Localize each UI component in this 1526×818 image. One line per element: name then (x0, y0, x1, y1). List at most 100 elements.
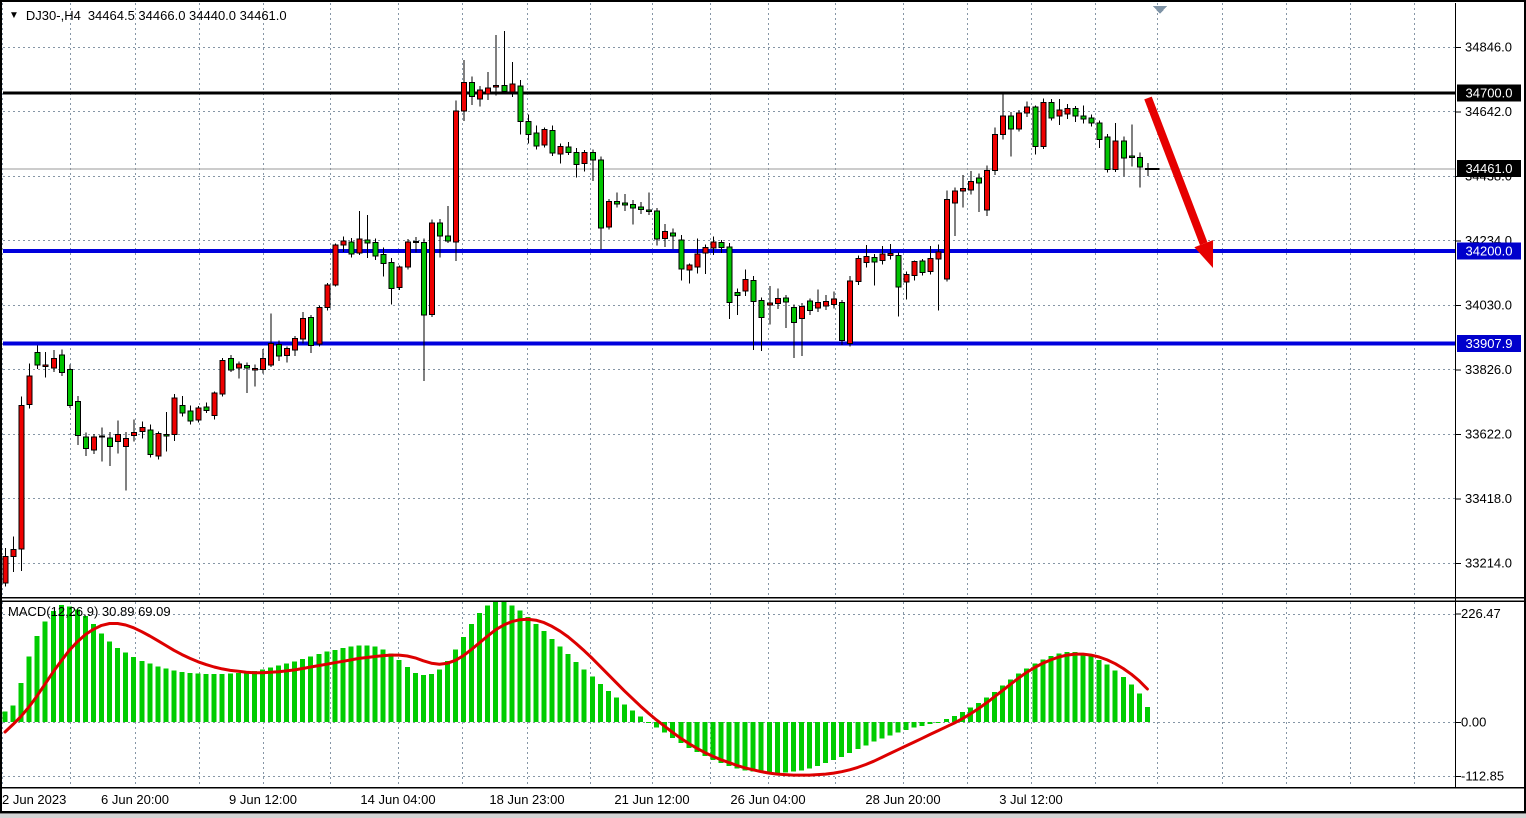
candle-bearish (654, 210, 661, 240)
time-axis-label[interactable]: 26 Jun 04:00 (730, 792, 805, 807)
candle-bearish (74, 400, 81, 437)
macd-histogram-bar (613, 697, 619, 722)
candle-bullish (662, 231, 669, 239)
macd-histogram-bar (155, 666, 161, 722)
candle-bearish (179, 405, 186, 414)
candle-bullish (823, 301, 830, 307)
macd-histogram-bar (123, 652, 129, 722)
candle-bullish (509, 83, 516, 93)
macd-histogram-bar (444, 660, 450, 722)
candle-bearish (589, 152, 596, 161)
candle-bearish (420, 241, 427, 316)
macd-histogram-bar (565, 654, 571, 722)
macd-histogram-bar (630, 710, 636, 722)
candle-bearish (549, 129, 556, 154)
macd-histogram-bar (1008, 679, 1014, 722)
time-axis-label[interactable]: 2 Jun 2023 (2, 792, 66, 807)
panel-separator-top (2, 597, 1524, 599)
time-axis-label[interactable]: 28 Jun 20:00 (865, 792, 940, 807)
macd-histogram-bar (82, 615, 88, 722)
macd-histogram-bar (573, 661, 579, 722)
price-axis-label[interactable]: 33418.0 (1465, 491, 1512, 506)
candle-bullish (267, 343, 274, 366)
candle-bearish (1072, 108, 1079, 117)
macd-histogram-bar (694, 722, 700, 753)
candle-bearish (573, 152, 580, 165)
price-axis-label[interactable]: 33214.0 (1465, 555, 1512, 570)
candle-bearish (782, 297, 789, 303)
time-axis-label[interactable]: 6 Jun 20:00 (101, 792, 169, 807)
macd-histogram-bar (1136, 693, 1142, 722)
candle-bullish (251, 368, 258, 371)
candle-bearish (630, 203, 637, 209)
candle-bearish (871, 256, 878, 263)
horizontal-level-lines (3, 91, 1455, 346)
price-axis-label[interactable]: 34030.0 (1465, 297, 1512, 312)
candle-bearish (565, 146, 572, 154)
macd-histogram-bar (1080, 653, 1086, 722)
candle-bearish (444, 235, 451, 242)
candle-bullish (90, 436, 97, 451)
axes: 34846.034642.034438.034234.034030.033826… (2, 40, 1521, 807)
ohlc-values: 34464.5 34466.0 34440.0 34461.0 (87, 8, 287, 23)
candle-bullish (332, 244, 339, 286)
candle-bullish (115, 434, 122, 443)
macd-histogram-bar (203, 674, 209, 722)
macd-histogram-bar (670, 722, 676, 738)
support-line-33907.9[interactable] (3, 341, 1455, 346)
time-axis-label[interactable]: 14 Jun 04:00 (360, 792, 435, 807)
candle-bullish (911, 261, 918, 277)
price-axis-label[interactable]: 33826.0 (1465, 362, 1512, 377)
macd-histogram-bar (1040, 659, 1046, 722)
candle-bearish (597, 159, 604, 229)
candle-bearish (1008, 115, 1015, 130)
symbol-dropdown-icon[interactable]: ▼ (9, 9, 19, 21)
macd-histogram-bar (1056, 653, 1062, 722)
price-axis-label[interactable]: 33622.0 (1465, 426, 1512, 441)
macd-histogram-bar (308, 656, 314, 722)
candle-bullish (10, 549, 17, 558)
macd-histogram-bar (453, 649, 459, 722)
macd-histogram-bar (420, 675, 426, 722)
macd-histogram-bar (581, 669, 587, 722)
price-axis-label[interactable]: 34642.0 (1465, 104, 1512, 119)
down-arrow-head[interactable] (1194, 240, 1214, 268)
macd-histogram-bar (2, 711, 8, 722)
macd-histogram-bar (147, 663, 153, 722)
macd-histogram-bar (758, 722, 764, 773)
macd-histogram-bar (589, 676, 595, 722)
time-axis-label[interactable]: 18 Jun 23:00 (489, 792, 564, 807)
time-axis-label[interactable]: 3 Jul 12:00 (999, 792, 1063, 807)
candle-bullish (453, 110, 460, 243)
macd-histogram-bar (911, 722, 917, 728)
price-axis-label[interactable]: 34846.0 (1465, 40, 1512, 55)
candle-bearish (621, 202, 628, 206)
price-badge-34200.0 (1457, 242, 1521, 260)
macd-axis-label[interactable]: 0.00 (1461, 715, 1486, 730)
candle-bullish (992, 134, 999, 171)
price-badge-text: 34700.0 (1466, 86, 1513, 101)
macd-axis-label[interactable]: 226.47 (1461, 606, 1501, 621)
macd-histogram-bar (26, 656, 32, 722)
macd-histogram-bar (74, 609, 80, 722)
macd-histogram-bar (815, 722, 821, 766)
macd-histogram-bar (364, 645, 370, 722)
macd-histogram-bar (50, 611, 56, 722)
macd-histogram-bar (871, 722, 877, 742)
candle-bullish (50, 358, 57, 369)
candle-bullish (139, 426, 146, 432)
price-badge-34700.0 (1457, 84, 1521, 102)
macd-histogram-bar (171, 670, 177, 722)
resistance-line-34700[interactable] (3, 91, 1455, 95)
candle-bullish (1000, 115, 1007, 136)
time-axis-label[interactable]: 9 Jun 12:00 (229, 792, 297, 807)
macd-axis-label[interactable]: -112.85 (1461, 768, 1504, 783)
candle-bearish (646, 209, 653, 212)
down-arrow-shaft[interactable] (1144, 96, 1208, 246)
macd-histogram-bar (983, 697, 989, 722)
candle-bearish (790, 307, 797, 324)
candle-bearish (436, 222, 443, 237)
macd-histogram-bar (533, 624, 539, 722)
time-axis-label[interactable]: 21 Jun 12:00 (614, 792, 689, 807)
